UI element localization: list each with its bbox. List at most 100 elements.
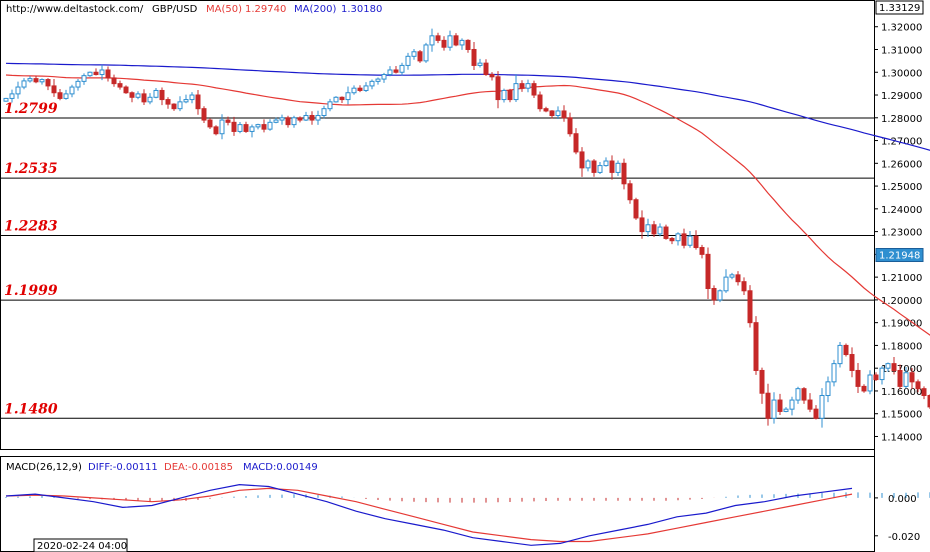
candle-up bbox=[291, 117, 297, 126]
candle-up bbox=[315, 115, 321, 121]
candle-down bbox=[357, 87, 363, 91]
candle-down bbox=[711, 288, 717, 301]
candle-down bbox=[531, 83, 537, 96]
candle-up bbox=[249, 126, 255, 132]
candle-up bbox=[279, 117, 285, 121]
candle-down bbox=[231, 121, 237, 132]
current-price-box bbox=[875, 248, 924, 263]
candle-down bbox=[921, 388, 927, 397]
candle-down bbox=[243, 124, 249, 132]
candle-down bbox=[807, 399, 813, 410]
url-label: http://www.deltastock.com/ bbox=[6, 4, 144, 15]
candle-down bbox=[507, 89, 513, 101]
candle-down bbox=[627, 183, 633, 201]
candle-up bbox=[363, 85, 369, 91]
candle-down bbox=[483, 62, 489, 76]
candle-up bbox=[831, 363, 837, 383]
price-tick-label: 1.26000 bbox=[881, 159, 922, 170]
candle-up bbox=[459, 39, 465, 46]
candle-down bbox=[519, 83, 525, 89]
ma200-value: 1.30180 bbox=[341, 4, 382, 15]
price-tick-label: 1.17000 bbox=[881, 364, 922, 375]
ma50-value: 1.29740 bbox=[245, 4, 286, 15]
candle-down bbox=[171, 103, 177, 110]
candle-down bbox=[543, 108, 549, 112]
candle-up bbox=[99, 69, 105, 76]
candle-down bbox=[45, 79, 51, 87]
candle-down bbox=[579, 151, 585, 169]
macd-tick-label: 0.000 bbox=[888, 494, 917, 505]
candle-down bbox=[855, 369, 861, 387]
price-tick-label: 1.15000 bbox=[881, 410, 922, 421]
candle-down bbox=[225, 119, 231, 123]
candle-down bbox=[621, 162, 627, 185]
candle-up bbox=[321, 108, 327, 117]
candle-up bbox=[63, 93, 69, 99]
level-label: 1.2535 bbox=[4, 161, 58, 177]
price-tick-label: 1.23000 bbox=[881, 228, 922, 239]
price-tick-label: 1.20000 bbox=[881, 296, 922, 307]
candle-up bbox=[597, 165, 603, 173]
candle-up bbox=[333, 96, 339, 103]
macd-title: MACD(26,12,9) bbox=[6, 462, 82, 473]
candle-down bbox=[417, 51, 423, 62]
candle-up bbox=[447, 35, 453, 48]
level-label: 1.2283 bbox=[4, 218, 58, 234]
candle-up bbox=[555, 110, 561, 117]
candle-down bbox=[285, 117, 291, 126]
candle-up bbox=[411, 51, 417, 57]
candle-down bbox=[669, 237, 675, 242]
candle-up bbox=[423, 44, 429, 62]
candle-up bbox=[837, 344, 843, 365]
macd-dea-label: DEA:-0.00185 bbox=[164, 462, 233, 473]
candle-down bbox=[735, 274, 741, 283]
candle-down bbox=[165, 99, 171, 105]
candle-down bbox=[651, 224, 657, 235]
candle-up bbox=[39, 79, 45, 83]
price-tick-label: 1.28000 bbox=[881, 114, 922, 125]
top-price-box bbox=[875, 0, 924, 15]
macd-panel: 0.000 -0.020 bbox=[5, 483, 930, 546]
candle-up bbox=[513, 83, 519, 101]
candle-up bbox=[405, 55, 411, 66]
candle-up bbox=[351, 87, 357, 94]
candle-up bbox=[255, 124, 261, 128]
candle-up bbox=[675, 233, 681, 242]
candle-up bbox=[147, 96, 153, 103]
candle-down bbox=[159, 89, 165, 101]
candle-up bbox=[21, 80, 27, 88]
candle-down bbox=[111, 77, 117, 85]
candle-up bbox=[477, 62, 483, 66]
candle-up bbox=[9, 93, 15, 99]
candle-up bbox=[825, 381, 831, 397]
candle-up bbox=[867, 374, 873, 392]
price-tick-label: 1.29000 bbox=[881, 91, 922, 102]
candle-down bbox=[339, 96, 345, 101]
candle-down bbox=[393, 69, 399, 73]
candle-up bbox=[795, 388, 801, 401]
candle-up bbox=[267, 121, 273, 130]
price-tick-label: 1.31000 bbox=[881, 45, 922, 56]
candle-up bbox=[81, 75, 87, 82]
candle-down bbox=[195, 94, 201, 110]
candle-down bbox=[747, 290, 753, 324]
candle-up bbox=[429, 35, 435, 46]
candle-down bbox=[663, 226, 669, 239]
candle-down bbox=[435, 35, 441, 41]
candle-up bbox=[687, 235, 693, 246]
candle-down bbox=[681, 233, 687, 246]
candle-down bbox=[297, 117, 303, 121]
top-price-label: 1.33129 bbox=[879, 3, 920, 14]
macd-macd-label: MACD:0.00149 bbox=[243, 462, 318, 473]
ma50-series bbox=[5, 74, 930, 336]
candle-up bbox=[135, 93, 141, 98]
candle-up bbox=[501, 89, 507, 101]
candle-down bbox=[591, 160, 597, 173]
candle-down bbox=[141, 93, 147, 103]
candle-up bbox=[183, 99, 189, 103]
candle-down bbox=[105, 69, 111, 79]
candle-up bbox=[237, 124, 243, 132]
level-lines: 1.2799 1.2535 1.2283 1.1999 1.1480 bbox=[1, 101, 874, 419]
candle-down bbox=[57, 92, 63, 99]
candle-up bbox=[189, 94, 195, 101]
